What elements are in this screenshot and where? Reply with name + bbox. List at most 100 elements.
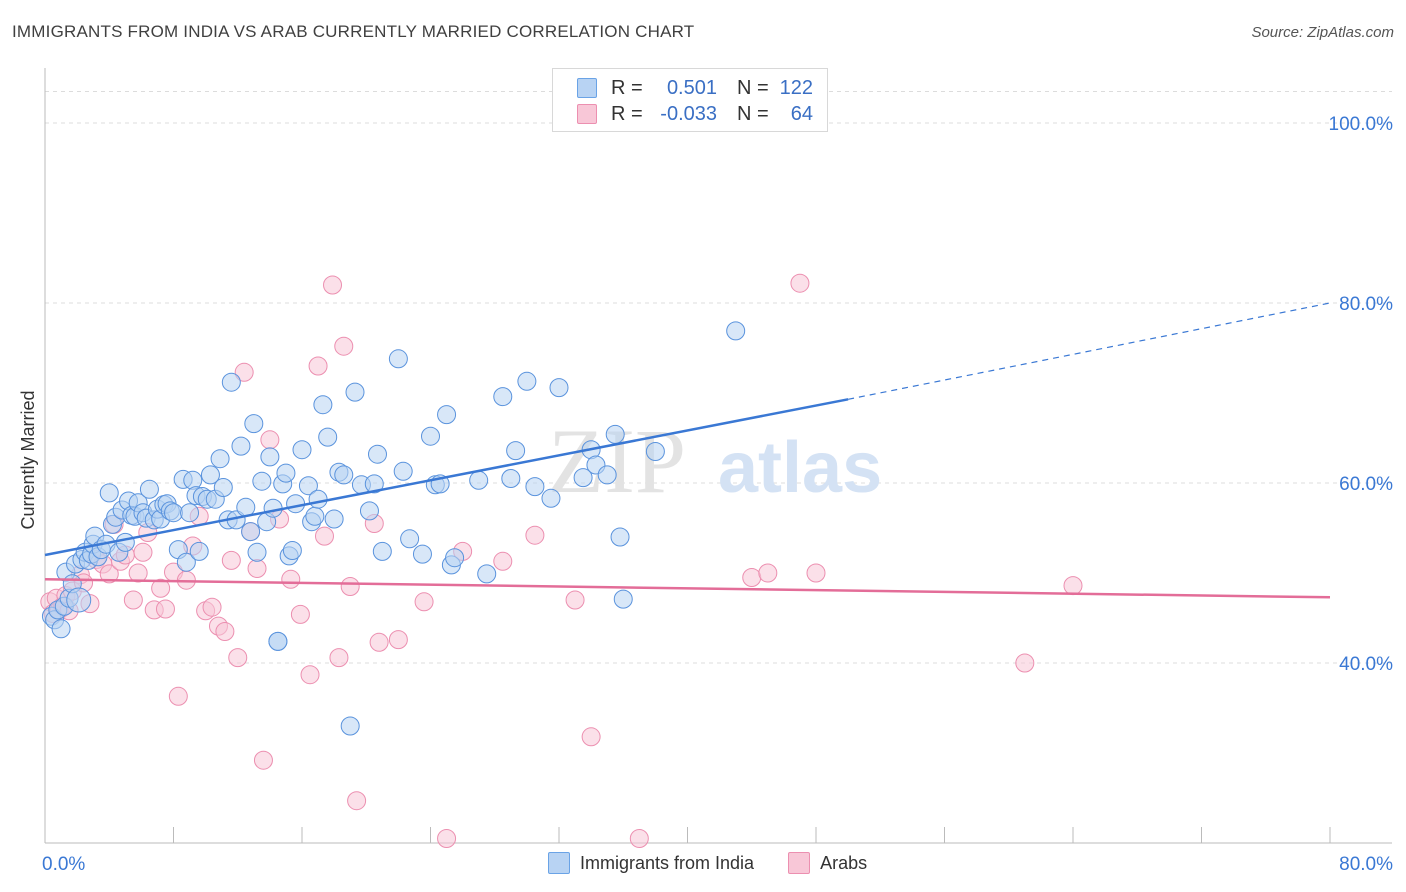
data-point-india [164, 503, 183, 523]
series-legend: Immigrants from India Arabs [548, 852, 901, 874]
data-point-india [501, 469, 521, 488]
data-point-india [412, 544, 432, 564]
data-point-india [345, 382, 365, 402]
legend-row-india: R = 0.501 N = 122 [577, 75, 813, 101]
legend-swatch-india [548, 852, 570, 874]
data-point-india [241, 522, 261, 542]
data-point-india [189, 541, 209, 561]
data-point-arabs [314, 526, 334, 546]
trendlines [44, 302, 1331, 599]
data-point-arabs [253, 750, 273, 770]
data-point-arabs [525, 525, 545, 545]
data-point-arabs [334, 336, 354, 356]
data-point-india [597, 465, 617, 485]
axes [44, 68, 1392, 844]
data-point-india [66, 587, 92, 613]
data-point-arabs [329, 648, 349, 668]
legend-swatch-india [577, 78, 597, 98]
x-tick-label: 0.0% [42, 854, 85, 875]
data-point-arabs [369, 632, 389, 652]
data-point-arabs [308, 356, 328, 376]
data-point-india [388, 349, 408, 369]
data-point-india [244, 414, 264, 434]
data-point-india [252, 471, 272, 491]
series-legend-india-label: Immigrants from India [580, 852, 755, 873]
data-point-india [286, 494, 306, 514]
series-arabs [40, 273, 1083, 848]
data-point-arabs [99, 564, 119, 584]
data-point-india [610, 527, 630, 547]
series-legend-arabs[interactable]: Arabs [788, 852, 867, 874]
data-point-arabs [347, 791, 367, 811]
data-point-india [477, 564, 497, 584]
data-point-india [247, 542, 267, 562]
data-point-india [613, 589, 633, 609]
data-point-arabs [234, 362, 254, 382]
data-point-india [549, 378, 569, 398]
data-point-arabs [806, 563, 826, 583]
data-point-india [268, 631, 288, 651]
data-point-arabs [151, 578, 171, 598]
data-point-arabs [133, 542, 153, 562]
legend-n-label: N = [737, 76, 769, 99]
data-point-arabs [388, 630, 408, 650]
data-point-arabs [565, 590, 585, 610]
chart-source: Source: ZipAtlas.com [1251, 24, 1394, 41]
data-point-india [324, 509, 344, 529]
data-point-arabs [790, 273, 810, 293]
legend-n-value: 122 [779, 76, 813, 99]
data-point-india [213, 478, 233, 497]
data-point-arabs [228, 648, 248, 668]
data-point-india [359, 501, 379, 521]
data-point-india [517, 371, 537, 391]
data-point-india [525, 477, 545, 497]
trendline-india [44, 398, 849, 557]
data-point-india [541, 488, 561, 508]
data-point-arabs [168, 686, 188, 706]
trendline-india-extension [848, 302, 1331, 400]
data-point-arabs [221, 550, 241, 570]
data-point-arabs [290, 604, 310, 624]
watermark-atlas: atlas [718, 428, 882, 508]
data-point-arabs [437, 829, 457, 848]
data-point-india [308, 489, 328, 509]
tick-labels: 100.0% 80.0% 60.0% 40.0% 0.0% 80.0% [42, 114, 1393, 875]
watermark: ZIP atlas [548, 410, 882, 512]
legend-swatch-arabs [577, 104, 597, 124]
data-point-india [313, 395, 333, 415]
data-point-india [221, 372, 241, 392]
data-point-india [726, 321, 746, 341]
x-tick-label: 80.0% [1339, 854, 1393, 875]
y-axis-label: Currently Married [18, 390, 38, 529]
data-point-india [200, 465, 220, 485]
data-point-arabs [260, 430, 280, 450]
data-point-india [176, 552, 196, 572]
data-point-arabs [414, 592, 434, 612]
y-tick-label: 100.0% [1329, 114, 1394, 135]
legend-r-value: 0.501 [666, 76, 717, 99]
data-point-india [437, 405, 457, 425]
legend-n-value: 64 [790, 102, 813, 125]
data-point-india [318, 427, 338, 447]
data-point-india [367, 444, 387, 464]
data-point-arabs [581, 727, 601, 747]
data-point-india [305, 506, 325, 526]
series-legend-india[interactable]: Immigrants from India [548, 852, 754, 874]
data-point-india [493, 387, 513, 407]
data-point-india [292, 440, 312, 460]
legend-r-value: -0.033 [660, 102, 717, 125]
data-point-india [334, 465, 354, 485]
legend-row-arabs: R = -0.033 N = 64 [577, 101, 813, 127]
data-point-india [180, 503, 200, 523]
y-tick-label: 80.0% [1339, 294, 1393, 315]
data-point-arabs [1015, 653, 1035, 673]
data-point-arabs [758, 563, 778, 583]
correlation-legend: R = 0.501 N = 122 R = -0.033 N = 64 [552, 68, 828, 132]
legend-r-label: R = [611, 102, 643, 125]
data-point-india [340, 716, 360, 736]
data-point-arabs [493, 551, 513, 571]
data-point-arabs [215, 622, 235, 641]
data-point-arabs [629, 829, 649, 848]
data-point-arabs [281, 569, 301, 589]
